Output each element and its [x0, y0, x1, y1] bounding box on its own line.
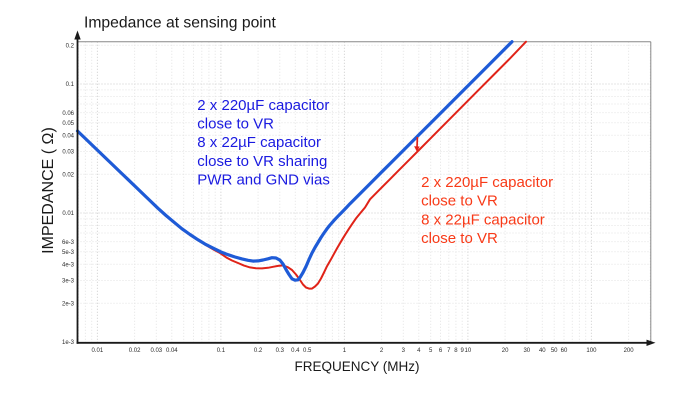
svg-text:0.04: 0.04	[166, 348, 178, 354]
svg-text:0.01: 0.01	[92, 348, 104, 354]
svg-text:30: 30	[523, 348, 530, 354]
svg-text:0.01: 0.01	[62, 211, 74, 217]
svg-text:Impedance at sensing point: Impedance at sensing point	[84, 15, 277, 32]
svg-text:0.4: 0.4	[291, 348, 300, 354]
svg-text:FREQUENCY (MHz): FREQUENCY (MHz)	[294, 359, 419, 374]
svg-text:4e-3: 4e-3	[62, 263, 75, 269]
svg-text:0.5: 0.5	[303, 348, 312, 354]
svg-text:0.02: 0.02	[62, 172, 74, 178]
svg-text:0.05: 0.05	[62, 121, 74, 127]
svg-text:8 x 22µF capacitor: 8 x 22µF capacitor	[421, 211, 545, 228]
svg-text:0.2: 0.2	[254, 348, 263, 354]
svg-text:close to VR: close to VR	[421, 193, 498, 210]
svg-text:close to VR: close to VR	[421, 230, 498, 247]
svg-text:0.06: 0.06	[62, 111, 74, 117]
svg-text:0.03: 0.03	[62, 150, 74, 156]
svg-text:0.02: 0.02	[129, 348, 141, 354]
svg-text:8 x 22µF capacitor: 8 x 22µF capacitor	[197, 134, 321, 151]
svg-text:PWR and GND vias: PWR and GND vias	[197, 172, 330, 189]
svg-text:3e-3: 3e-3	[62, 279, 75, 285]
svg-text:6e-3: 6e-3	[62, 240, 75, 246]
svg-text:0.04: 0.04	[62, 134, 74, 140]
svg-text:40: 40	[539, 348, 546, 354]
svg-text:IMPEDANCE ( Ω): IMPEDANCE ( Ω)	[40, 127, 57, 254]
svg-text:100: 100	[586, 348, 597, 354]
svg-text:0.03: 0.03	[150, 348, 162, 354]
svg-text:2 x 220µF capacitor: 2 x 220µF capacitor	[421, 174, 553, 191]
svg-text:200: 200	[624, 348, 635, 354]
svg-text:0.3: 0.3	[276, 348, 285, 354]
svg-text:20: 20	[502, 348, 509, 354]
svg-text:0.1: 0.1	[217, 348, 226, 354]
svg-text:0.2: 0.2	[66, 43, 75, 49]
svg-text:1e-3: 1e-3	[62, 340, 75, 346]
svg-text:close to VR sharing: close to VR sharing	[197, 153, 327, 170]
svg-text:2e-3: 2e-3	[62, 301, 75, 307]
svg-text:10: 10	[465, 348, 472, 354]
svg-text:5e-3: 5e-3	[62, 250, 75, 256]
svg-text:close to VR: close to VR	[197, 116, 274, 133]
svg-text:0.1: 0.1	[66, 82, 75, 88]
svg-text:2 x 220µF capacitor: 2 x 220µF capacitor	[197, 97, 329, 114]
svg-text:60: 60	[561, 348, 568, 354]
svg-text:50: 50	[551, 348, 558, 354]
